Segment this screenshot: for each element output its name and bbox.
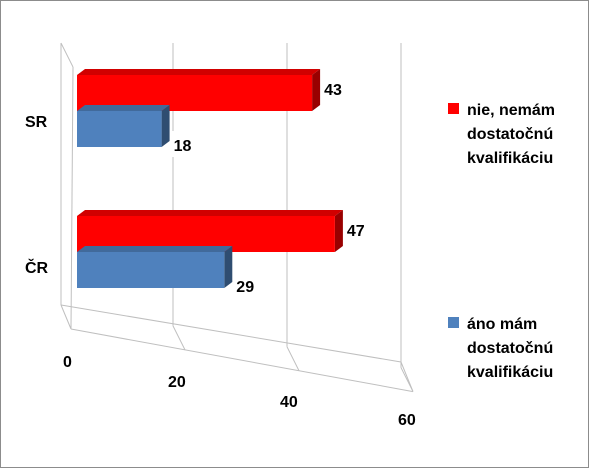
bar-side-face [224, 246, 233, 288]
gridline-floor [286, 346, 300, 371]
floor-front-edge [70, 328, 414, 393]
bar-top-face [77, 246, 233, 252]
chart-tick-labels: 0 20 40 60 [63, 354, 416, 429]
chart-legend: nie, nemám dostatočnú kvalifikáciu áno mám d… [448, 102, 555, 381]
data-label: 18 [174, 138, 192, 155]
bar-nie-cr [77, 210, 343, 252]
category-label: ČR [25, 258, 49, 277]
legend-item: nie, nemám dostatočnú kvalifikáciu [448, 102, 555, 167]
gridline-floor [172, 325, 186, 351]
data-label: 29 [236, 279, 254, 296]
bar-side-face [334, 210, 343, 252]
category-label: SR [25, 114, 48, 131]
wall-top-edge [60, 42, 74, 68]
bar-nie-sr [77, 69, 321, 111]
bar-front-face [77, 252, 225, 288]
legend-swatch [448, 317, 459, 328]
chart-bars [77, 69, 343, 288]
legend-label: kvalifikáciu [467, 364, 553, 381]
legend-swatch [448, 103, 459, 114]
legend-label: kvalifikáciu [467, 150, 553, 167]
chart-data-labels: 43 18 47 29 [170, 75, 368, 298]
x-tick-label: 60 [398, 412, 416, 429]
data-label-bg [343, 216, 368, 242]
x-tick-label: 0 [63, 354, 72, 371]
data-label: 43 [324, 82, 342, 99]
x-tick-label: 40 [280, 394, 298, 411]
bar-front-face [77, 111, 162, 147]
bar-ano-sr [77, 105, 170, 147]
bar-top-face [77, 105, 170, 111]
legend-label: dostatočnú [467, 126, 553, 143]
data-label-bg [170, 131, 195, 157]
data-label: 47 [347, 223, 365, 240]
data-label-bg [321, 75, 346, 101]
bar-side-face [161, 105, 170, 147]
gridline-floor [400, 367, 414, 392]
x-tick-label: 20 [168, 374, 186, 391]
bar-top-face [77, 69, 321, 75]
legend-label: dostatočnú [467, 340, 553, 357]
data-label-bg [233, 272, 258, 298]
chart-walls [60, 42, 414, 393]
floor-left-edge [60, 304, 72, 330]
legend-item: áno mám dostatočnú kvalifikáciu [448, 316, 553, 381]
front-axis-line [70, 66, 74, 330]
chart-category-labels: SR ČR [25, 114, 49, 277]
bar-side-face [312, 69, 321, 111]
bar-top-face [77, 210, 343, 216]
legend-label: áno mám [467, 316, 537, 333]
legend-label: nie, nemám [467, 102, 555, 119]
bar-ano-cr [77, 246, 233, 288]
floor-back-edge [60, 304, 402, 363]
